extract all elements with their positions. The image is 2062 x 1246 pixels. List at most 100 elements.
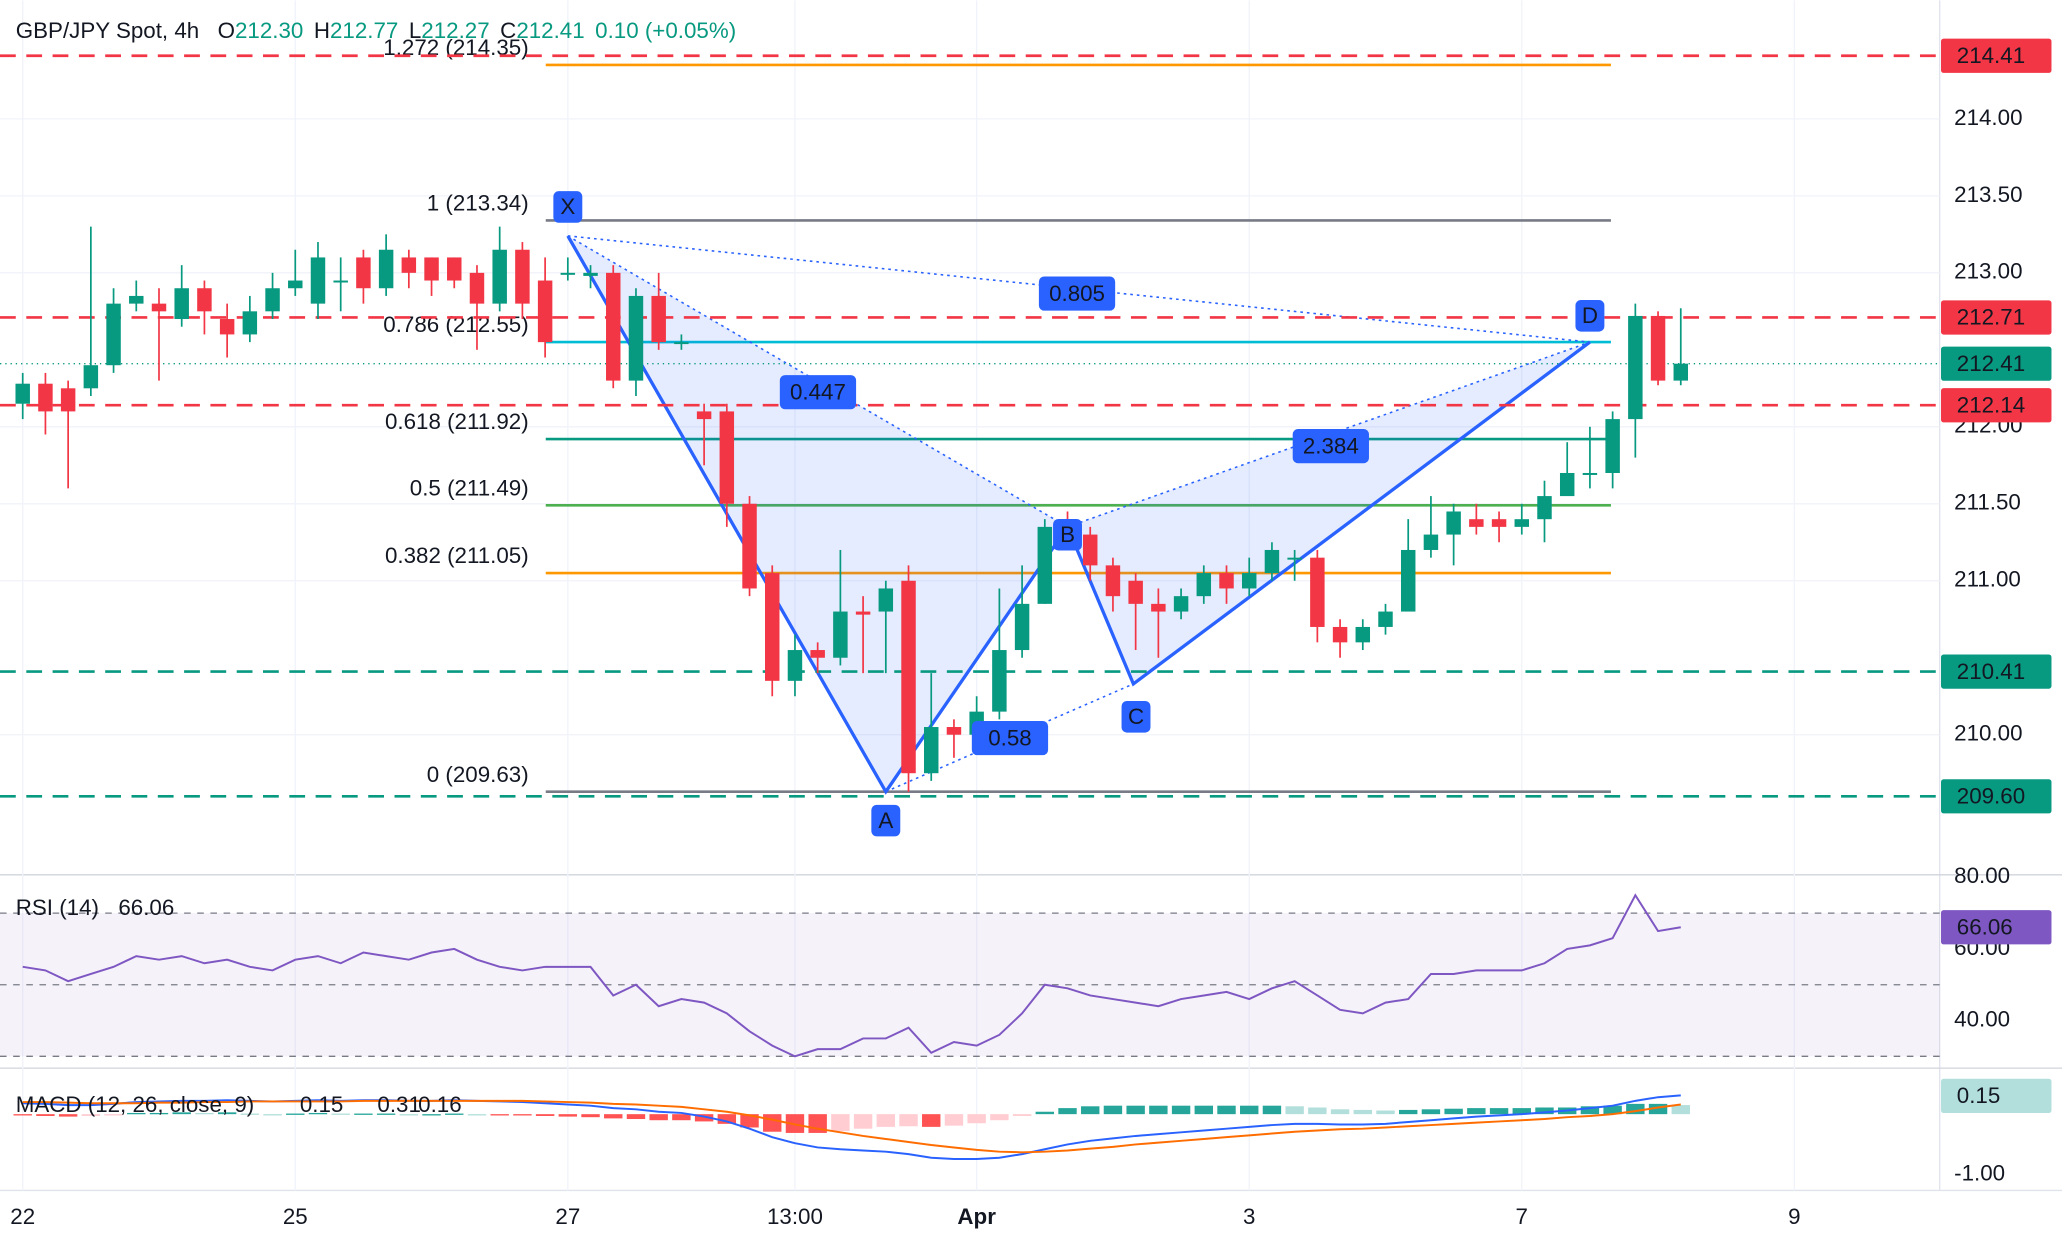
x-tick-label: 22 <box>10 1204 35 1229</box>
macd-histogram-bar <box>876 1114 896 1127</box>
pattern-fill <box>567 235 1068 792</box>
macd-histogram-bar <box>1171 1105 1191 1115</box>
last-price-label-box <box>1941 346 2052 381</box>
candle-body <box>742 503 757 589</box>
macd-histogram-bar <box>672 1114 691 1121</box>
macd-histogram-bar <box>172 1112 191 1115</box>
macd-histogram-bar <box>649 1114 668 1121</box>
fib-label: 0.382 (211.05) <box>385 543 529 568</box>
candle-body <box>1605 419 1620 473</box>
y-tick-label: 211.50 <box>1954 490 2021 515</box>
last-price-label: 212.41 <box>1957 351 2025 376</box>
macd-histogram-bar <box>1308 1107 1327 1115</box>
candle-body <box>1400 549 1416 612</box>
candle-body <box>492 249 507 304</box>
candle-body <box>242 311 258 335</box>
pattern-ratio-box <box>1292 429 1369 464</box>
candle-body <box>356 257 371 289</box>
fib-label: 0.618 (211.92) <box>385 409 529 434</box>
y-tick-label: 213.00 <box>1954 259 2022 284</box>
macd-histogram-bar <box>740 1114 759 1128</box>
candle-body <box>1310 557 1325 627</box>
candle-body <box>106 303 121 366</box>
pattern-ratio-box <box>779 375 857 410</box>
candle-body <box>1537 496 1552 520</box>
pattern-fill <box>1067 342 1590 684</box>
fib-label: 0.5 (211.49) <box>410 475 529 500</box>
header: GBP/JPY Spot, 4h O212.30 H212.77 L212.27 C21… <box>16 18 736 43</box>
ohlc-value: 212.77 <box>330 18 398 43</box>
candle-body <box>1446 511 1461 535</box>
macd-histogram-bar <box>1103 1105 1123 1115</box>
candle-body <box>15 383 30 404</box>
macd-histogram-bar <box>853 1114 873 1129</box>
y-tick-label: 211.00 <box>1954 567 2021 592</box>
macd-histogram-bar <box>81 1114 101 1116</box>
change: 0.10 (+0.05%) <box>595 18 736 43</box>
macd-histogram-bar <box>763 1114 782 1132</box>
macd-histogram-bar <box>1489 1108 1509 1115</box>
candle-body <box>855 611 871 615</box>
macd-histogram-bar <box>922 1114 941 1127</box>
candle-body <box>447 257 462 281</box>
ohlc-value: 212.30 <box>235 18 303 43</box>
candle-body <box>1287 557 1302 560</box>
candle-body <box>1673 363 1689 381</box>
candle-body <box>310 257 326 304</box>
macd-histogram-bar <box>36 1114 55 1116</box>
candle-body <box>469 272 485 304</box>
macd-histogram-bar <box>286 1113 305 1115</box>
candle-body <box>1151 603 1166 612</box>
macd-histogram-bar <box>308 1112 328 1115</box>
macd-histogram-bar <box>1376 1110 1395 1115</box>
macd-histogram-bar <box>717 1114 737 1124</box>
symbol: GBP/JPY Spot, 4h <box>16 18 199 43</box>
pattern-point-label: C <box>1128 704 1144 729</box>
candle-body <box>1037 526 1053 604</box>
candle-body <box>1650 315 1666 381</box>
ohlc-label: H <box>314 18 330 43</box>
candle-body <box>197 288 212 312</box>
candle-body <box>1082 534 1098 566</box>
candle-body <box>833 611 848 658</box>
macd-histogram-bar <box>535 1114 555 1116</box>
pattern-ratio: 0.805 <box>1049 281 1105 306</box>
candle-body <box>1378 611 1393 627</box>
pattern-ratio-line <box>885 683 1134 793</box>
macd-histogram-bar <box>899 1114 918 1127</box>
pattern-ratio-box <box>1038 276 1116 311</box>
rsi-title: RSI (14) <box>16 895 99 920</box>
ohlc-label: C <box>500 18 516 43</box>
x-tick-label: 3 <box>1243 1204 1255 1229</box>
y-tick-label: 40.00 <box>1954 1006 2010 1031</box>
macd-histogram-bar <box>195 1112 214 1115</box>
y-tick-label: -1.00 <box>1954 1161 2005 1186</box>
candle-body <box>1628 315 1643 420</box>
candle-body <box>1196 573 1212 597</box>
candle-body <box>537 280 553 343</box>
pattern-ratio: 2.384 <box>1303 433 1359 458</box>
macd-histogram-bar <box>581 1114 600 1118</box>
pattern-ratio-line <box>567 235 1068 528</box>
macd-histogram-bar <box>944 1114 964 1126</box>
x-tick-label: 13:00 <box>767 1204 823 1229</box>
candle-body <box>1559 472 1575 497</box>
ohlc-label: O <box>218 18 235 43</box>
candle-body <box>1491 519 1507 527</box>
candle-body <box>288 280 303 289</box>
pattern-point-box <box>1575 300 1605 332</box>
candle-body <box>946 727 962 735</box>
y-tick-label: 213.50 <box>1954 182 2022 207</box>
x-tick-label: 7 <box>1516 1204 1528 1229</box>
macd-histogram-bar <box>604 1114 623 1119</box>
macd-histogram-bar <box>240 1113 260 1115</box>
pattern-point-label: B <box>1060 522 1075 547</box>
price-line-label: 214.41 <box>1957 43 2025 68</box>
macd-histogram-bar <box>104 1114 123 1116</box>
macd-histogram-bar <box>1330 1109 1350 1115</box>
candle-body <box>151 303 167 312</box>
macd-histogram-bar <box>1399 1109 1418 1115</box>
